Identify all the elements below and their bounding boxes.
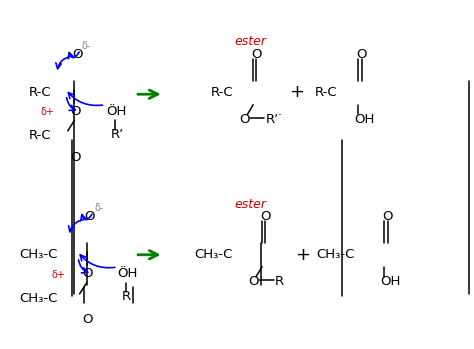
Text: ester: ester xyxy=(235,35,267,49)
Text: R-C: R-C xyxy=(315,86,338,99)
Text: R-C: R-C xyxy=(28,86,51,99)
Text: δ+: δ+ xyxy=(40,107,54,117)
Text: R: R xyxy=(275,275,284,289)
Text: δ+: δ+ xyxy=(51,270,65,280)
Text: CH₃-C: CH₃-C xyxy=(19,292,57,305)
Text: O: O xyxy=(70,150,81,164)
Text: ÖH: ÖH xyxy=(118,267,138,281)
Text: R-C: R-C xyxy=(28,129,51,142)
Text: O: O xyxy=(382,210,392,223)
Text: ester: ester xyxy=(235,198,267,211)
Text: R-C: R-C xyxy=(211,86,234,99)
Text: CH₃-C: CH₃-C xyxy=(317,248,355,261)
Text: O: O xyxy=(82,267,93,281)
Text: O: O xyxy=(239,113,250,126)
Text: +: + xyxy=(289,83,304,102)
Text: δ-: δ- xyxy=(95,203,104,213)
Text: O: O xyxy=(248,275,258,289)
Text: R: R xyxy=(121,290,130,303)
Text: OH: OH xyxy=(355,113,375,126)
Text: O: O xyxy=(82,313,93,326)
Text: δ-: δ- xyxy=(82,41,91,51)
Text: Rʼ: Rʼ xyxy=(265,113,279,126)
Text: O: O xyxy=(260,210,270,223)
Text: Rʼ: Rʼ xyxy=(110,128,124,141)
Text: O: O xyxy=(84,210,95,223)
Text: ÖH: ÖH xyxy=(107,105,127,118)
Text: OH: OH xyxy=(381,275,401,289)
Text: O: O xyxy=(251,47,262,61)
Text: CH₃-C: CH₃-C xyxy=(194,248,233,261)
Text: O: O xyxy=(70,105,81,118)
Text: O: O xyxy=(356,47,367,61)
Text: ·: · xyxy=(278,109,282,122)
Text: O: O xyxy=(72,47,82,61)
Text: +: + xyxy=(295,246,310,264)
Text: CH₃-C: CH₃-C xyxy=(19,248,57,261)
